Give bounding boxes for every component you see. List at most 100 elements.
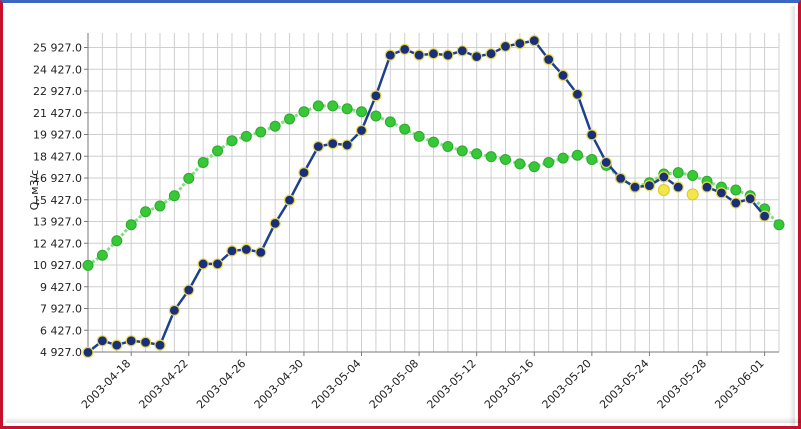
series-green-point [269, 120, 281, 132]
series-blue-point [341, 139, 353, 151]
series-blue-point [442, 49, 454, 61]
series-blue-point [658, 171, 670, 183]
series-blue-point [168, 304, 180, 316]
series-blue-point [471, 50, 483, 63]
y-tick-label: 22 927.0 [33, 85, 82, 98]
series-blue-point [543, 53, 555, 66]
series-green-point [730, 184, 742, 196]
x-tick-label: 2003-05-16 [482, 357, 536, 411]
x-tick-label: 2003-05-20 [540, 357, 594, 411]
series-green-point [456, 145, 468, 157]
series-green-point [284, 113, 296, 125]
series-green-point [168, 190, 180, 202]
y-tick-label: 21 427.0 [33, 107, 82, 120]
series-green-point [571, 149, 583, 161]
series-blue-point [586, 129, 598, 141]
series-blue-point [355, 124, 368, 137]
series-green-point [399, 123, 411, 135]
series-blue-point [629, 181, 641, 193]
series-green-point [687, 169, 699, 181]
series-green-point [485, 151, 497, 163]
x-tick-label: 2003-04-18 [79, 357, 133, 411]
series-blue-point [111, 339, 123, 351]
y-tick-label: 13 927.0 [33, 216, 82, 229]
y-tick-labels: 4 927.0 6 427.0 7 927.0 9 427.0 10 927.0 12 4… [33, 42, 82, 360]
series-blue-point [615, 172, 627, 184]
series-blue-point [759, 210, 771, 222]
series-blue-point [600, 156, 612, 169]
series-blue-point [298, 166, 310, 179]
series-blue-point [255, 246, 267, 258]
series-green-point [499, 154, 511, 166]
series-blue-point [183, 284, 195, 296]
series-blue-point [240, 243, 252, 256]
series-green-point [442, 140, 454, 152]
frame-shadow-right [789, 6, 795, 426]
series-green-point [672, 167, 684, 179]
series-blue-point [701, 181, 713, 193]
y-tick-label: 6 427.0 [40, 324, 82, 337]
series-green-point [140, 206, 152, 218]
series-blue-point [197, 258, 209, 270]
series-green-point [514, 158, 526, 170]
y-tick-label: 19 927.0 [33, 129, 82, 142]
series-green-point [428, 136, 439, 148]
chart-grid [87, 33, 780, 353]
series-green-point [528, 161, 540, 173]
series-blue-point [312, 140, 324, 153]
series-blue-point [730, 197, 742, 209]
series-green-point [96, 249, 108, 261]
series-blue-point [125, 335, 137, 347]
series-blue-point [154, 339, 166, 351]
x-tick-label: 2003-04-22 [136, 357, 190, 411]
y-tick-label: 15 427.0 [33, 194, 82, 207]
series-blue-point [211, 258, 224, 270]
series-green-point [298, 106, 310, 118]
x-tick-labels: 2003-04-18 2003-04-22 2003-04-26 2003-04-30… [79, 357, 767, 411]
series-blue-point [485, 48, 497, 60]
series-green-point [384, 116, 396, 128]
x-tick-label: 2003-05-24 [597, 357, 651, 411]
series-green-point [212, 145, 224, 157]
series-green-point [154, 200, 166, 212]
x-tick-label: 2003-05-08 [367, 357, 421, 411]
frame-shadow-bottom [6, 417, 801, 423]
series-blue-point [269, 217, 281, 229]
x-tick-label: 2003-05-12 [424, 357, 478, 411]
series-blue-point [283, 194, 296, 206]
series-blue-point [96, 335, 108, 347]
y-tick-label: 7 927.0 [40, 303, 82, 316]
series-blue-point [226, 245, 238, 257]
series-green-point [341, 103, 353, 115]
x-tick-label: 2003-05-04 [309, 357, 363, 411]
series-blue-point [82, 346, 94, 358]
series-blue-point [427, 48, 440, 60]
series-blue-point [384, 49, 396, 61]
x-tick-label: 2003-04-30 [252, 357, 306, 411]
series-green-point [111, 235, 123, 247]
series-blue [82, 35, 771, 358]
series-green-point [413, 130, 425, 142]
series-green-point [327, 100, 339, 112]
series-blue-point [139, 336, 152, 348]
series-green-point [312, 100, 324, 112]
series-green [82, 100, 785, 271]
series-green-point [197, 156, 209, 168]
series-blue-point [399, 43, 411, 55]
series-green-point [255, 126, 267, 138]
series-blue-point [744, 193, 756, 205]
series-blue-point [370, 90, 382, 102]
series-blue-point [557, 69, 569, 82]
y-tick-label: 25 927.0 [33, 42, 82, 55]
x-tick-label: 2003-04-26 [194, 357, 248, 411]
series-blue-point [528, 35, 540, 47]
series-green-point [773, 219, 785, 231]
y-tick-label: 12 427.0 [33, 237, 82, 250]
series-blue-line [87, 39, 766, 354]
series-green-point [543, 156, 555, 168]
series-green-point [471, 148, 483, 160]
chart-axes [84, 33, 779, 356]
series-blue-point [327, 137, 339, 150]
series-green-point [82, 259, 94, 271]
